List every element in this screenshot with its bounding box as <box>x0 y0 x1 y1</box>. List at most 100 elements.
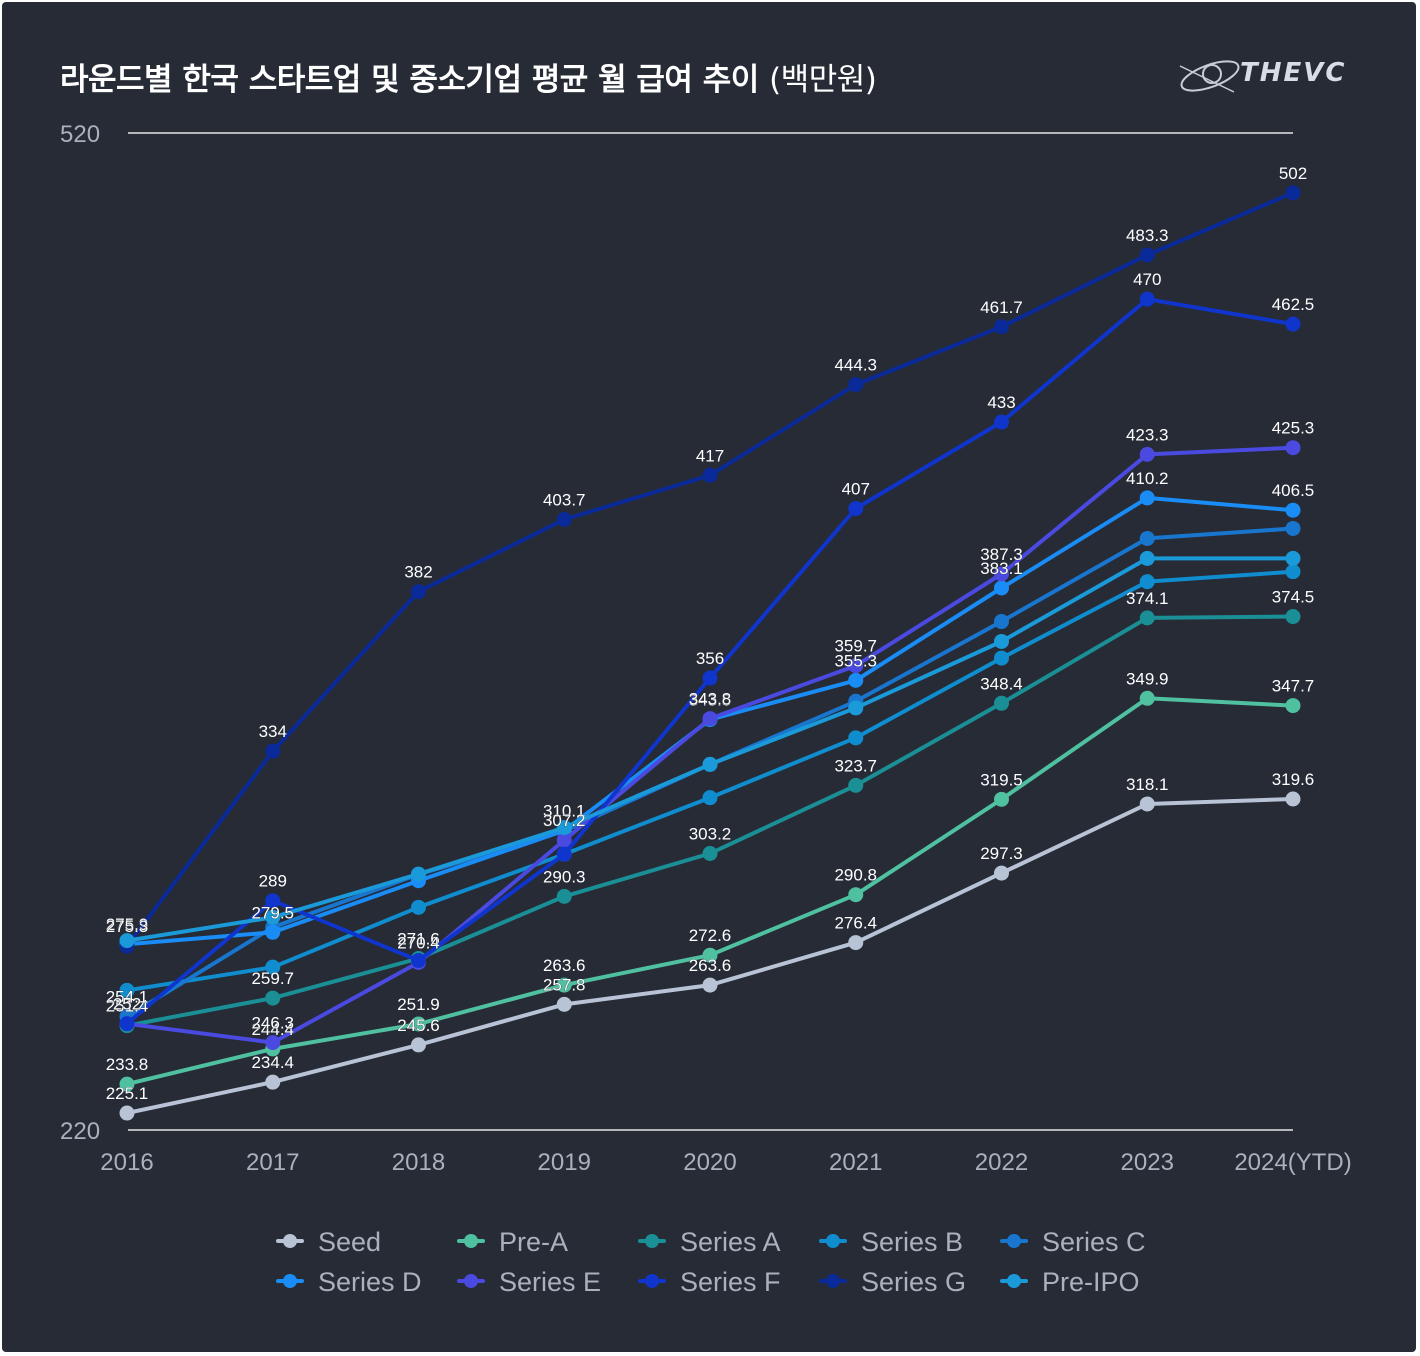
data-point <box>1285 609 1301 625</box>
data-point <box>1139 291 1155 307</box>
data-label: 483.3 <box>1126 226 1169 245</box>
data-point <box>848 658 864 674</box>
y-tick-label-top: 520 <box>60 121 100 148</box>
data-point <box>994 650 1009 666</box>
data-point <box>702 467 718 483</box>
data-label: 244.4 <box>251 1020 294 1039</box>
data-point <box>1285 698 1301 714</box>
data-point <box>265 1074 281 1090</box>
legend-item-label: Series F <box>680 1267 781 1297</box>
data-point <box>848 730 864 746</box>
data-point <box>994 319 1009 335</box>
data-point <box>411 584 426 600</box>
data-point <box>1139 490 1155 506</box>
data-label: 252 <box>113 995 141 1014</box>
legend-swatch-dot <box>283 1274 297 1288</box>
data-label: 270.4 <box>397 934 440 953</box>
data-label: 225.1 <box>106 1084 149 1103</box>
data-point <box>1139 690 1155 706</box>
legend-swatch-dot <box>464 1234 478 1248</box>
data-label: 234.4 <box>251 1053 294 1072</box>
data-point <box>556 846 572 862</box>
data-point <box>994 414 1009 430</box>
data-label: 403.7 <box>543 491 586 510</box>
data-point <box>1285 502 1301 518</box>
data-label: 319.6 <box>1272 770 1315 789</box>
data-label: 307.2 <box>543 811 586 830</box>
data-label: 275.9 <box>106 915 149 934</box>
data-point <box>411 866 426 882</box>
data-label: 246.3 <box>251 1014 294 1033</box>
data-label: 417 <box>696 446 724 465</box>
data-point <box>1285 440 1301 456</box>
data-point <box>1139 574 1155 590</box>
data-point <box>1139 446 1155 462</box>
legend-item-label: Series E <box>499 1267 601 1297</box>
data-label: 425.3 <box>1272 419 1315 438</box>
data-label: 259.7 <box>251 969 294 988</box>
x-tick-label: 2019 <box>538 1149 591 1176</box>
data-point <box>994 580 1009 596</box>
data-label: 462.5 <box>1272 295 1315 314</box>
data-point <box>556 512 572 528</box>
data-label: 374.5 <box>1272 588 1315 607</box>
legend-item-label: Series A <box>680 1227 781 1257</box>
logo-text: THEVC <box>1240 58 1347 88</box>
legend-swatch-dot <box>464 1274 478 1288</box>
x-tick-label: 2021 <box>829 1149 882 1176</box>
x-tick-label: 2024(YTD) <box>1234 1149 1351 1176</box>
data-point <box>702 845 718 861</box>
data-label: 245.6 <box>397 1016 440 1035</box>
legend-swatch-dot <box>283 1234 297 1248</box>
data-point <box>1285 316 1301 332</box>
chart-title-unit: (백만원) <box>769 62 877 98</box>
data-label: 303.2 <box>689 824 732 843</box>
data-point <box>556 888 572 904</box>
data-label: 355.3 <box>834 651 877 670</box>
data-point <box>702 977 718 993</box>
data-point <box>994 633 1009 649</box>
legend-item-label: Series G <box>861 1267 966 1297</box>
data-point <box>1285 185 1301 201</box>
data-label: 257.8 <box>543 975 586 994</box>
x-tick-label: 2022 <box>975 1149 1028 1176</box>
data-point <box>119 933 135 949</box>
data-label: 359.7 <box>834 637 877 656</box>
data-label: 271.6 <box>397 930 440 949</box>
data-label: 347.7 <box>1272 677 1315 696</box>
data-point <box>1285 550 1301 566</box>
data-label: 407 <box>842 480 870 499</box>
data-label: 272.6 <box>689 926 732 945</box>
data-label: 275.3 <box>106 917 149 936</box>
data-label: 297.3 <box>980 844 1023 863</box>
data-point <box>702 711 718 727</box>
data-label: 310.1 <box>543 802 586 821</box>
legend-swatch-dot <box>826 1234 840 1248</box>
data-label: 387.3 <box>980 545 1023 564</box>
data-point <box>265 909 281 925</box>
data-point <box>848 672 864 688</box>
x-tick-label: 2016 <box>100 1149 153 1176</box>
data-label: 470 <box>1133 270 1161 289</box>
legend-swatch-dot <box>645 1274 659 1288</box>
legend-item-label: Pre-A <box>499 1227 568 1257</box>
thevc-logo: THEVC <box>1172 50 1372 102</box>
data-point <box>702 756 718 772</box>
data-label: 343.5 <box>689 691 732 710</box>
data-point <box>411 899 426 915</box>
data-label: 502 <box>1279 164 1307 183</box>
data-label: 233.8 <box>106 1055 149 1074</box>
legend-item-label: Series B <box>861 1227 963 1257</box>
data-label: 356 <box>696 649 724 668</box>
x-tick-label: 2023 <box>1121 1149 1174 1176</box>
data-point <box>994 566 1009 582</box>
data-label: 251.9 <box>397 995 440 1014</box>
legend-item-label: Seed <box>318 1227 381 1257</box>
data-label: 423.3 <box>1126 425 1169 444</box>
data-label: 410.2 <box>1126 469 1169 488</box>
data-label: 279.5 <box>251 903 294 922</box>
data-point <box>994 614 1009 630</box>
data-point <box>119 982 135 998</box>
x-tick-label: 2018 <box>392 1149 445 1176</box>
